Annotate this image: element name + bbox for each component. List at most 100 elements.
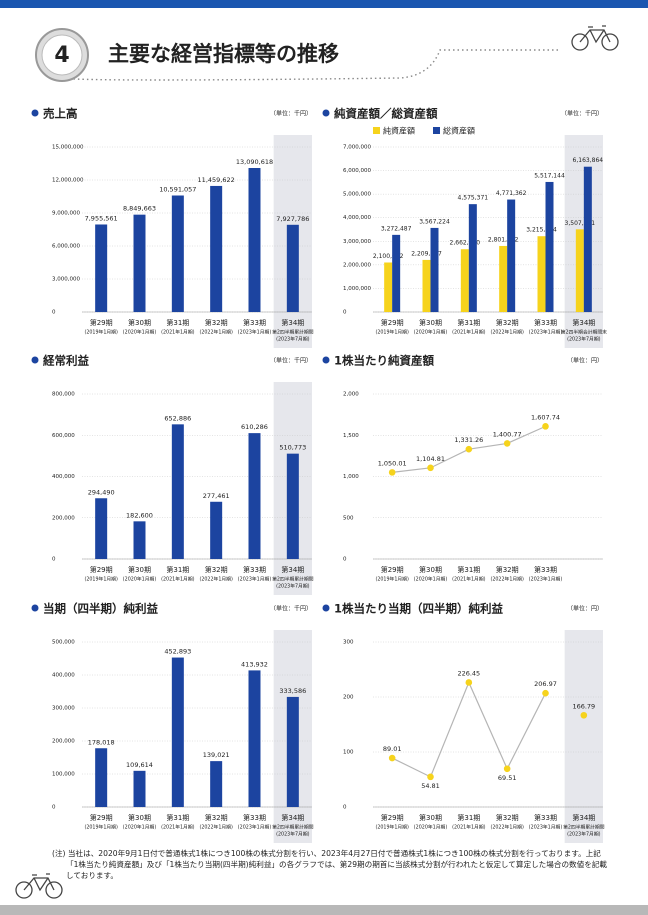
- title-dot: [31, 356, 39, 364]
- bar: [95, 224, 108, 312]
- value-label: 69.51: [498, 774, 517, 782]
- value-label: 2,100,092: [373, 253, 404, 260]
- x-tick-sublabel: (2021年1月期): [452, 576, 486, 583]
- y-tick-label: 6,000,000: [343, 168, 371, 174]
- point: [542, 423, 549, 430]
- legend-swatch: [433, 127, 440, 134]
- title-dot: [322, 356, 330, 364]
- x-tick-sublabel: (2023年1月期): [238, 576, 272, 583]
- line: [391, 680, 547, 778]
- value-label: 11,459,622: [198, 176, 235, 184]
- y-tick-label: 300: [343, 640, 354, 646]
- value-label: 4,575,371: [458, 195, 489, 202]
- highlight-band: [564, 630, 603, 843]
- title-dot: [322, 604, 330, 612]
- x-tick-sublabel: 第2四半期累計期間: [272, 824, 314, 831]
- bar: [286, 224, 299, 312]
- bar: [583, 166, 592, 312]
- value-label: 3,567,224: [419, 218, 450, 225]
- x-tick-sublabel: (2020年1月期): [123, 576, 157, 583]
- x-tick-label: 第32期: [496, 565, 519, 574]
- value-label: 109,614: [126, 761, 153, 769]
- y-tick-label: 400,000: [52, 474, 75, 480]
- x-tick-label: 第32期: [205, 565, 228, 574]
- value-label: 4,771,362: [496, 190, 527, 197]
- value-label: 7,955,561: [85, 214, 118, 222]
- x-tick-label: 第33期: [534, 813, 557, 822]
- y-tick-label: 200: [343, 695, 354, 701]
- x-tick-label: 第32期: [205, 318, 228, 327]
- x-tick-sublabel: (2019年1月期): [84, 824, 118, 831]
- y-tick-label: 500,000: [52, 640, 75, 646]
- value-label: 166.79: [572, 702, 595, 710]
- x-tick-label: 第34期: [281, 318, 304, 327]
- bar: [392, 234, 401, 312]
- value-label: 139,021: [203, 751, 230, 759]
- x-tick-sublabel: (2022年1月期): [199, 576, 233, 583]
- x-tick-sublabel: 第2四半期会計期間末: [561, 329, 607, 336]
- bar: [499, 245, 508, 312]
- bar: [171, 424, 184, 559]
- point: [503, 440, 511, 447]
- x-tick-label: 第32期: [496, 318, 519, 327]
- value-label: 1,331.26: [454, 436, 483, 444]
- x-tick-label: 第33期: [534, 318, 557, 327]
- x-tick-sublabel: (2019年1月期): [375, 329, 409, 336]
- y-tick-label: 4,000,000: [343, 215, 371, 221]
- y-tick-label: 0: [52, 557, 56, 563]
- bicycle-icon: [15, 873, 63, 899]
- x-tick-sublabel: (2019年1月期): [375, 576, 409, 583]
- value-label: 2,801,592: [488, 236, 519, 243]
- y-tick-label: 2,000: [343, 392, 359, 398]
- page-title: 主要な経営指標等の推移: [108, 42, 339, 66]
- chart-title: 当期（四半期）純利益: [43, 602, 158, 616]
- bar: [133, 214, 146, 312]
- bar: [171, 195, 184, 312]
- unit-label: （単位：円）: [567, 357, 603, 365]
- y-tick-label: 100: [343, 750, 354, 756]
- legend-swatch: [373, 127, 380, 134]
- x-tick-sublabel: (2022年1月期): [490, 576, 524, 583]
- bicycle-icon: [571, 25, 619, 51]
- y-tick-label: 500: [343, 515, 354, 521]
- y-tick-label: 800,000: [52, 392, 75, 398]
- x-tick-sublabel: (2023年1月期): [529, 329, 563, 336]
- y-tick-label: 2,000,000: [343, 262, 371, 268]
- x-tick-sublabel: (2020年1月期): [123, 824, 157, 831]
- x-tick-sublabel: (2020年1月期): [414, 824, 448, 831]
- chart-title: 純資産額／総資産額: [334, 107, 438, 121]
- x-tick-sublabel: (2019年1月期): [375, 824, 409, 831]
- x-tick-sublabel: (2021年1月期): [161, 824, 195, 831]
- bar: [537, 236, 546, 312]
- top-bar: [0, 0, 648, 8]
- point: [388, 754, 396, 762]
- y-tick-label: 0: [52, 310, 56, 316]
- x-tick-sublabel: 第2四半期累計期間: [272, 329, 314, 336]
- y-tick-label: 1,000: [343, 474, 359, 480]
- unit-label: （単位：千円）: [270, 605, 312, 613]
- y-tick-label: 7,000,000: [343, 145, 371, 151]
- y-tick-label: 200,000: [52, 515, 75, 521]
- bar: [430, 227, 439, 312]
- bar: [210, 185, 223, 312]
- title-dot: [31, 109, 39, 117]
- value-label: 10,591,057: [159, 185, 196, 193]
- x-tick-label: 第30期: [419, 565, 442, 574]
- y-tick-label: 300,000: [52, 706, 75, 712]
- y-tick-label: 9,000,000: [52, 211, 80, 217]
- title-dot: [31, 604, 39, 612]
- value-label: 206.97: [534, 680, 557, 688]
- x-tick-label: 第33期: [534, 565, 557, 574]
- x-tick-label: 第34期: [281, 813, 304, 822]
- y-tick-label: 1,000,000: [343, 286, 371, 292]
- bar: [422, 259, 431, 312]
- value-label: 1,607.74: [531, 413, 560, 421]
- x-tick-sublabel: (2023年7月期): [567, 831, 601, 838]
- y-tick-label: 600,000: [52, 433, 75, 439]
- bar: [171, 657, 184, 807]
- x-tick-sublabel: (2020年1月期): [123, 329, 157, 336]
- x-tick-sublabel: (2023年1月期): [238, 824, 272, 831]
- y-tick-label: 200,000: [52, 739, 75, 745]
- y-tick-label: 0: [52, 805, 56, 811]
